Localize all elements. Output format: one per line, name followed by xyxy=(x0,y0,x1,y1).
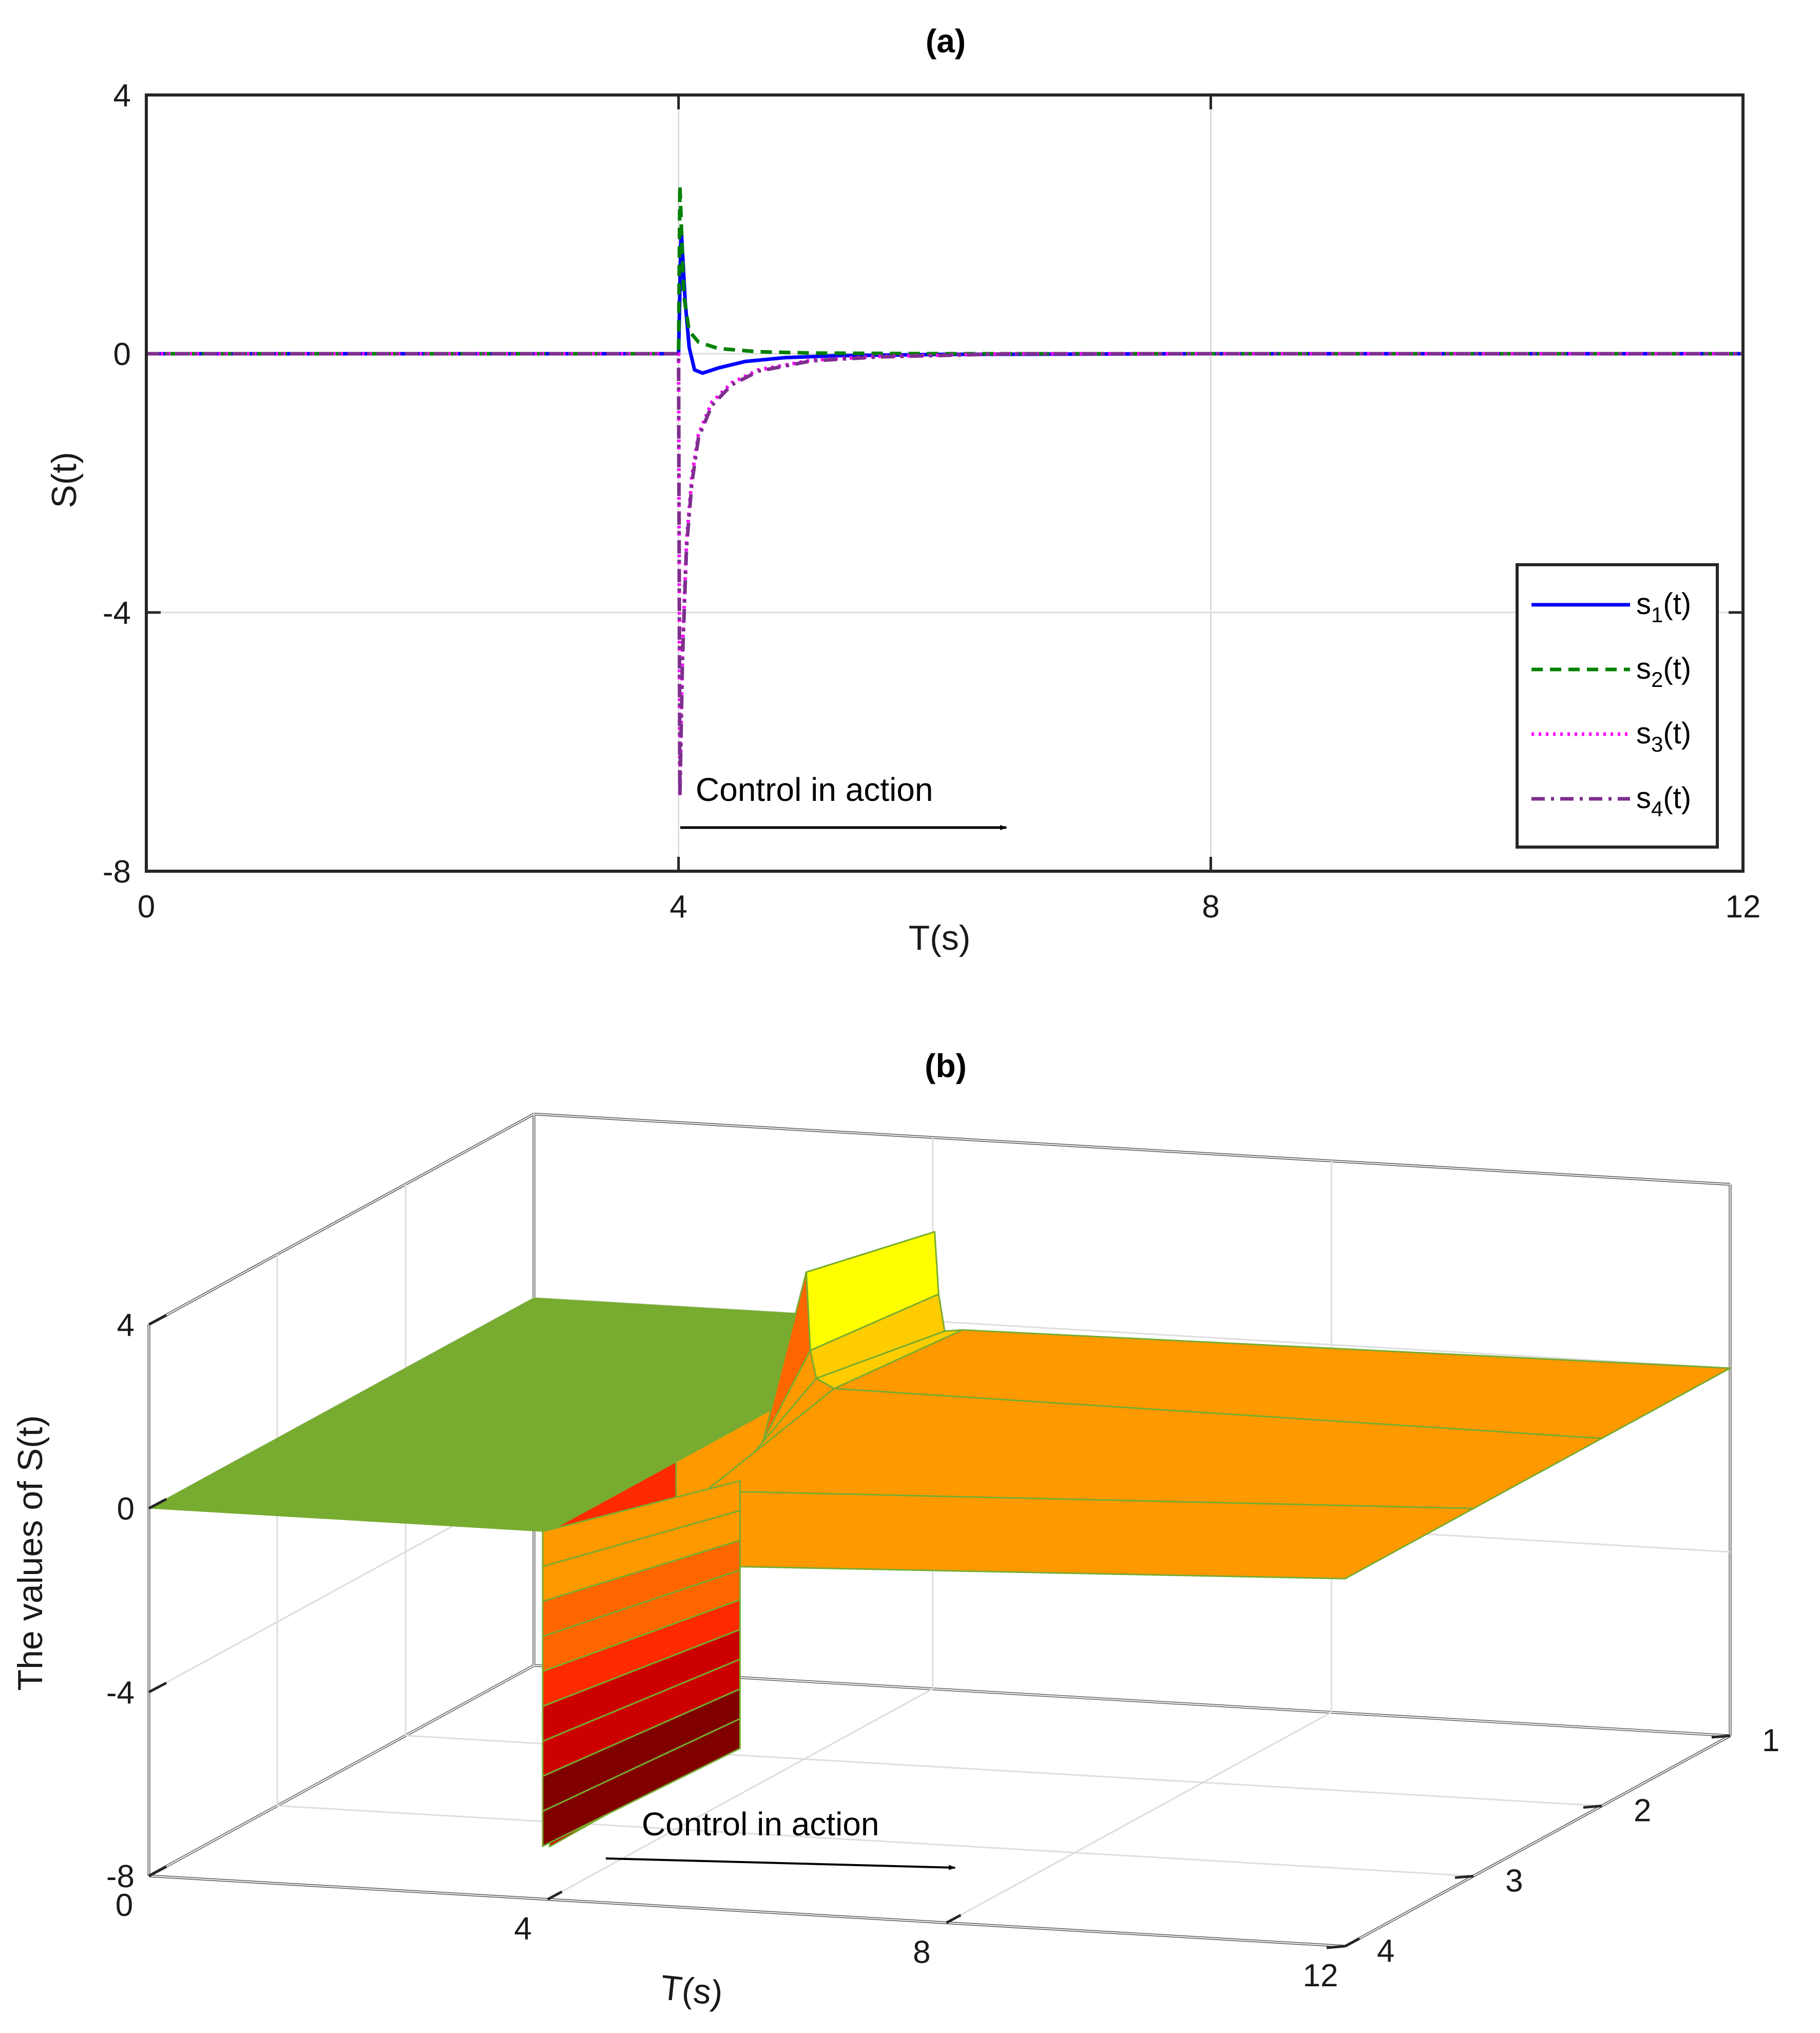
panel-a-legend-label-s1: s1(t) xyxy=(1636,587,1691,627)
panel-b-floor-gridline xyxy=(946,1712,1332,1924)
panel-a-legend-label-s3: s3(t) xyxy=(1636,717,1691,756)
panel-a-legend-box xyxy=(1516,563,1719,849)
panel-b-floor-gridline xyxy=(547,1688,933,1900)
panel-a-x-tick-label: 0 xyxy=(138,889,155,925)
panel-b-x-tick-mark xyxy=(547,1890,563,1901)
panel-b-floor-gridline xyxy=(1345,1735,1731,1947)
panel-b-floor-gridline xyxy=(148,1875,1346,1947)
panel-a-grid xyxy=(145,94,1744,872)
panel-b-side-wall-gridline xyxy=(148,1113,534,1326)
panel-a-y-axis-label: S(t) xyxy=(45,452,84,508)
panel-a-x-tick-label: 8 xyxy=(1202,889,1219,925)
panel-a-x-axis-label: T(s) xyxy=(909,918,971,957)
panel-a-annotation-text: Control in action xyxy=(696,771,933,808)
panel-b-surface-colormap-band xyxy=(542,1717,741,1848)
panel-a-series xyxy=(146,183,1743,799)
panel-b-y-tick-mark xyxy=(1711,1734,1731,1739)
panel-a-line-chart: (a) 0 4 8 12 4 0 -4 -8 T(s) S(t) Control in act… xyxy=(45,23,1760,957)
panel-b-x-tick-mark xyxy=(946,1914,962,1924)
panel-a-annotation: Control in action xyxy=(680,771,1007,830)
panel-a-y-tick-label: 0 xyxy=(113,337,131,372)
panel-b-z-tick-label: -8 xyxy=(106,1859,135,1894)
panel-a-y-tick-label: -4 xyxy=(103,596,131,631)
panel-b-y-tick-label: 4 xyxy=(1377,1933,1394,1969)
panel-b-z-tick-mark xyxy=(148,1498,167,1510)
panel-a-y-tick-label: -8 xyxy=(103,854,131,890)
panel-a-legend-label-s2: s2(t) xyxy=(1636,652,1691,692)
panel-b-z-tick-label: -4 xyxy=(106,1675,135,1711)
panel-b-y-tick-mark xyxy=(1583,1805,1602,1809)
panel-b-x-axis-label: T(s) xyxy=(659,1968,724,2013)
panel-b-back-wall-gridline xyxy=(533,1113,1731,1185)
panel-b-title: (b) xyxy=(925,1047,967,1084)
panel-b-x-tick-label: 4 xyxy=(514,1911,531,1947)
panel-b-surface xyxy=(148,1231,1731,1848)
panel-b-z-axis-label: The values of S(t) xyxy=(11,1415,50,1691)
panel-b-annotation: Control in action xyxy=(605,1806,956,1870)
panel-b-z-tick-mark xyxy=(148,1865,167,1877)
panel-b-y-tick-label: 3 xyxy=(1505,1863,1523,1898)
panel-a-plot-frame xyxy=(145,93,1745,873)
panel-b-x-tick-mark xyxy=(1344,1937,1361,1948)
panel-b-x-tick-label: 8 xyxy=(913,1934,930,1970)
panel-a-ticks: 0 4 8 12 4 0 -4 -8 xyxy=(103,78,1761,925)
panel-b-annotation-arrow xyxy=(605,1857,956,1870)
panel-b-y-tick-mark xyxy=(1454,1874,1474,1879)
panel-a-title: (a) xyxy=(926,23,966,60)
panel-a-x-tick-label: 12 xyxy=(1726,889,1761,925)
panel-b-z-tick-label: 4 xyxy=(117,1308,135,1343)
panel-a-legend-label-s4: s4(t) xyxy=(1636,781,1691,821)
panel-a-series-line-s4 xyxy=(146,352,1743,799)
panel-b-z-tick-mark xyxy=(148,1681,167,1694)
panel-b-annotation-text: Control in action xyxy=(642,1806,879,1843)
panel-b-x-tick-label: 0 xyxy=(116,1888,133,1923)
panel-a-legend: s1(t) s2(t) s3(t) s4(t) xyxy=(1516,563,1719,849)
panel-b-z-tick-label: 0 xyxy=(117,1491,135,1527)
panel-b-floor-gridline xyxy=(148,1664,534,1877)
panel-b-floor-gridline xyxy=(277,1805,1474,1877)
panel-a-series-line-s3 xyxy=(146,352,1743,796)
panel-a-x-tick-label: 4 xyxy=(669,889,687,925)
panel-b-y-tick-mark xyxy=(1326,1945,1346,1949)
panel-b-x-tick-label: 12 xyxy=(1303,1958,1338,1993)
panel-a-y-tick-label: 4 xyxy=(113,78,131,113)
panel-b-z-tick-mark xyxy=(148,1314,167,1326)
panel-b-y-tick-label: 1 xyxy=(1762,1723,1779,1758)
panel-a-series-line-s2 xyxy=(146,183,1743,356)
panel-b-y-tick-label: 2 xyxy=(1634,1793,1651,1829)
panel-a-series-line-s1 xyxy=(146,225,1743,375)
